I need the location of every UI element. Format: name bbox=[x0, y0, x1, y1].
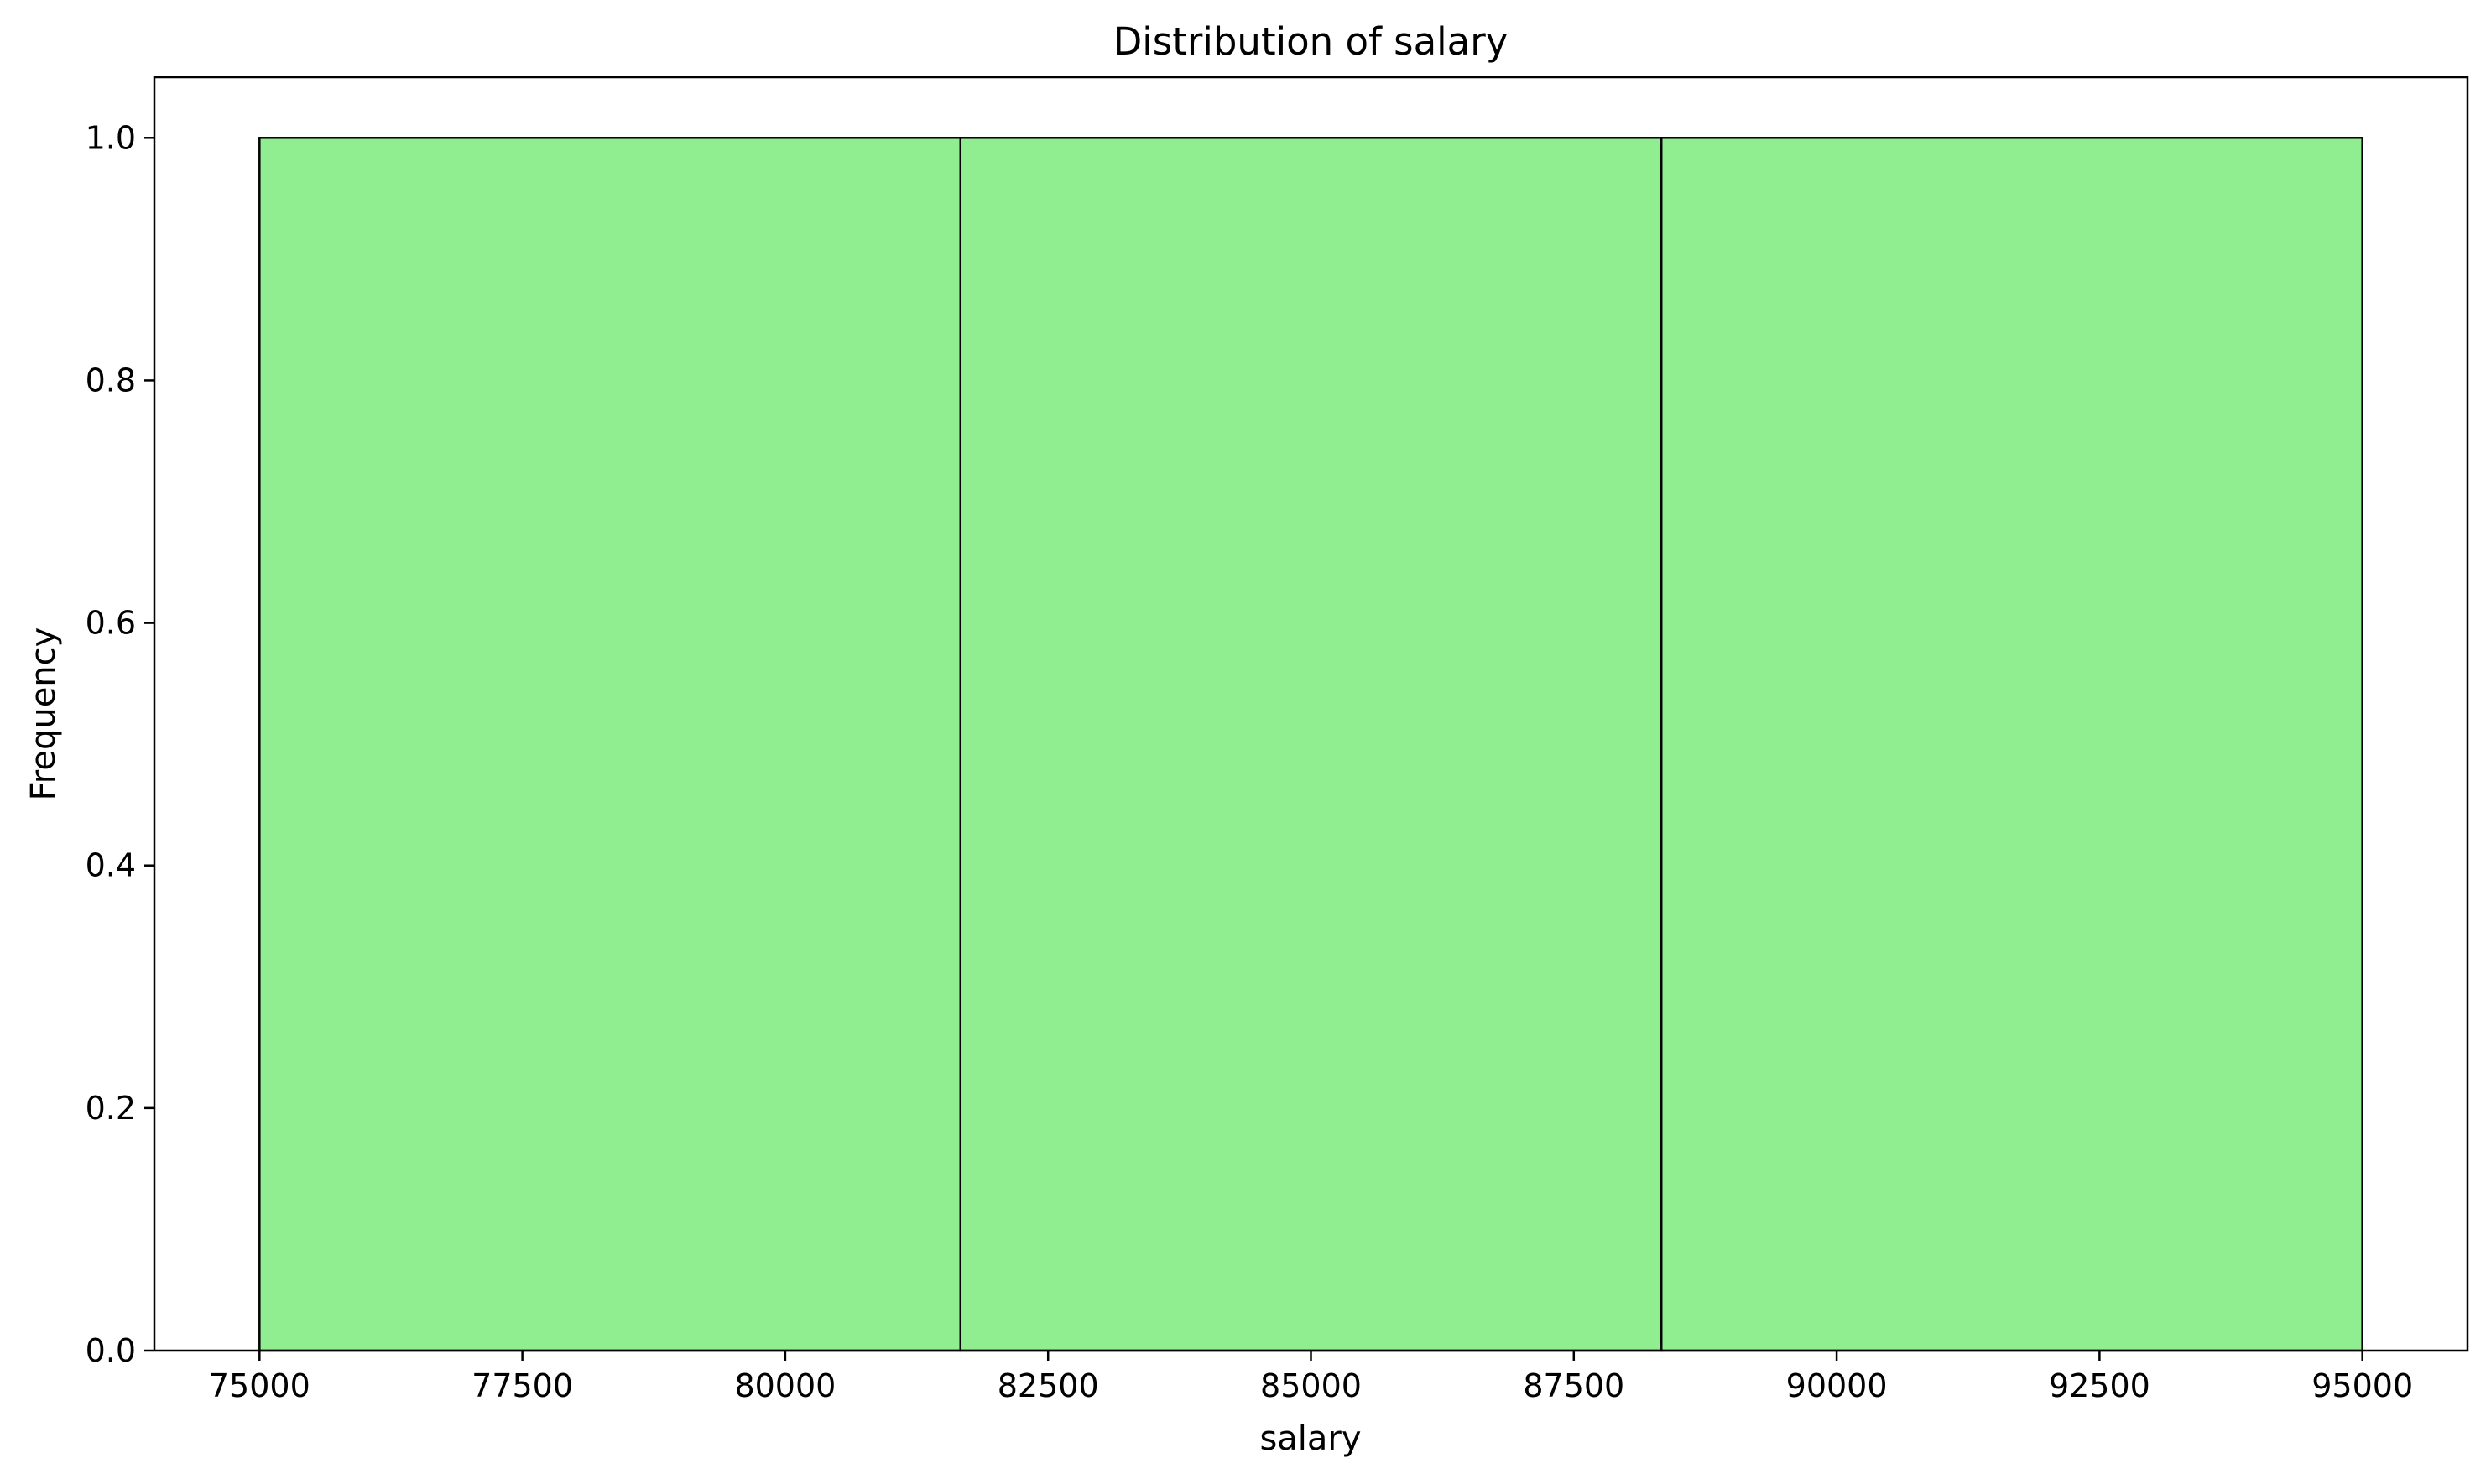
y-tick-label: 0.4 bbox=[86, 847, 136, 884]
x-tick-label: 77500 bbox=[472, 1367, 573, 1404]
x-tick-label: 82500 bbox=[998, 1367, 1099, 1404]
histogram-bar-3 bbox=[1660, 137, 2363, 1352]
x-tick-label: 85000 bbox=[1260, 1367, 1362, 1404]
y-tick-label: 0.6 bbox=[86, 605, 136, 642]
y-tick-label: 0.2 bbox=[86, 1090, 136, 1127]
plot-area bbox=[258, 137, 2363, 1352]
histogram-bar-1 bbox=[258, 137, 962, 1352]
axes-frame bbox=[153, 76, 2469, 1352]
y-tick-label: 0.0 bbox=[86, 1332, 136, 1369]
x-tick-label: 92500 bbox=[2049, 1367, 2150, 1404]
x-tick-label: 95000 bbox=[2311, 1367, 2413, 1404]
x-tick-label: 90000 bbox=[1786, 1367, 1888, 1404]
y-tick-label: 1.0 bbox=[86, 119, 136, 156]
x-tick-label: 75000 bbox=[209, 1367, 310, 1404]
y-axis-label: Frequency bbox=[24, 627, 63, 801]
x-tick-label: 87500 bbox=[1523, 1367, 1624, 1404]
y-tick-label: 0.8 bbox=[86, 362, 136, 398]
chart-title: Distribution of salary bbox=[1113, 19, 1509, 64]
x-axis-ticks: 75000 77500 80000 82500 85000 87500 90000 92500… bbox=[209, 1351, 2413, 1404]
x-axis-label: salary bbox=[1259, 1419, 1361, 1458]
histogram-bar-2 bbox=[959, 137, 1663, 1352]
y-axis-ticks: 0.0 0.2 0.4 0.6 0.8 1.0 bbox=[86, 119, 154, 1369]
x-tick-label: 80000 bbox=[734, 1367, 836, 1404]
